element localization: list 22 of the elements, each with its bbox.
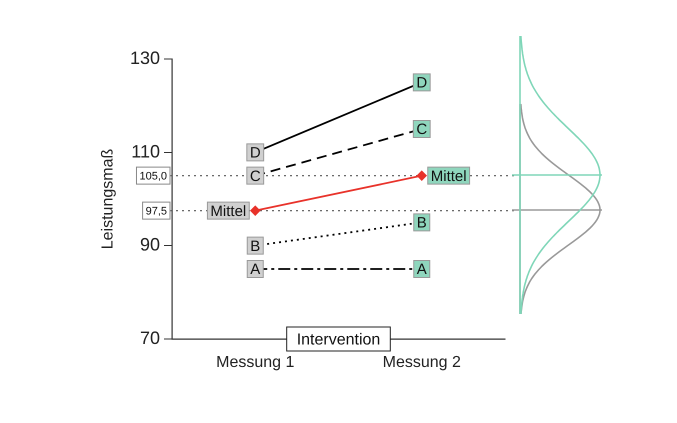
series-label: Mittel [210,202,246,220]
y-tick-label: 130 [130,48,160,68]
y-tick-label: 70 [140,328,160,348]
series-label: C [416,121,428,138]
series-label: A [250,261,260,278]
text: C [250,168,261,185]
series-label: D [416,74,428,92]
y-axis-title: Leistungsmaß [99,148,116,250]
text: A [416,261,427,278]
series-label: B [416,214,427,232]
x-tick-label: Messung 2 [382,354,461,372]
x-tick-label: Messung 1 [216,354,294,372]
text: Mittel [430,168,467,185]
y-tick-label: 90 [140,234,160,255]
text: B [250,238,260,255]
annotation: Intervention [296,331,380,348]
point [250,206,260,216]
text: D [250,144,261,162]
y-tick-label: 110 [131,141,160,162]
ref-line-label: 97,5 [146,206,168,218]
ref-line-label: 105,0 [139,170,167,183]
point [416,170,427,181]
